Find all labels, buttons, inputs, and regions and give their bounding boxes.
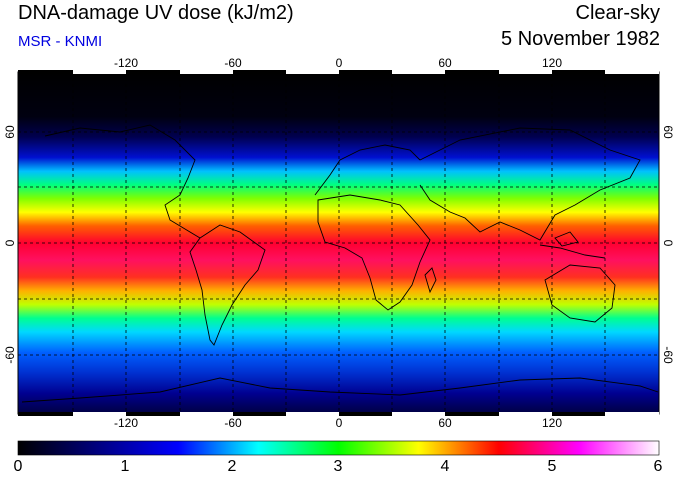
lat-tick-left: 0 (3, 239, 17, 246)
colorbar-label: 1 (120, 458, 130, 475)
date-label: 5 November 1982 (501, 28, 660, 50)
lon-tick-top: 120 (542, 56, 562, 70)
map-title: DNA-damage UV dose (kJ/m2) (18, 2, 294, 24)
lat-tick-left: 60 (3, 125, 17, 139)
lat-tick-right: 0 (661, 240, 675, 247)
lon-tick-top: -120 (114, 56, 138, 70)
colorbar-label: 0 (13, 458, 23, 475)
colorbar-label: 5 (547, 458, 557, 475)
lon-tick-top: 0 (336, 56, 343, 70)
colorbar-label: 6 (653, 458, 663, 475)
lon-tick-bottom: 120 (542, 416, 562, 430)
frame-ticks (18, 70, 659, 416)
lon-tick-top: -60 (224, 56, 242, 70)
colorbar-label: 2 (227, 458, 237, 475)
condition-label: Clear-sky (575, 2, 660, 24)
colorbar-label: 3 (333, 458, 343, 475)
colorbar (17, 440, 660, 456)
source-label: MSR - KNMI (18, 33, 103, 50)
lat-tick-right: 60 (661, 125, 675, 139)
lon-tick-top: 60 (438, 56, 452, 70)
lon-tick-bottom: 60 (438, 416, 452, 430)
lat-tick-right: -60 (661, 346, 675, 364)
lat-tick-left: -60 (3, 346, 17, 364)
lon-tick-bottom: -60 (224, 416, 242, 430)
colorbar-label: 4 (440, 458, 450, 475)
lon-tick-bottom: 0 (336, 416, 343, 430)
lon-tick-bottom: -120 (114, 416, 138, 430)
grid-lines (18, 72, 659, 414)
